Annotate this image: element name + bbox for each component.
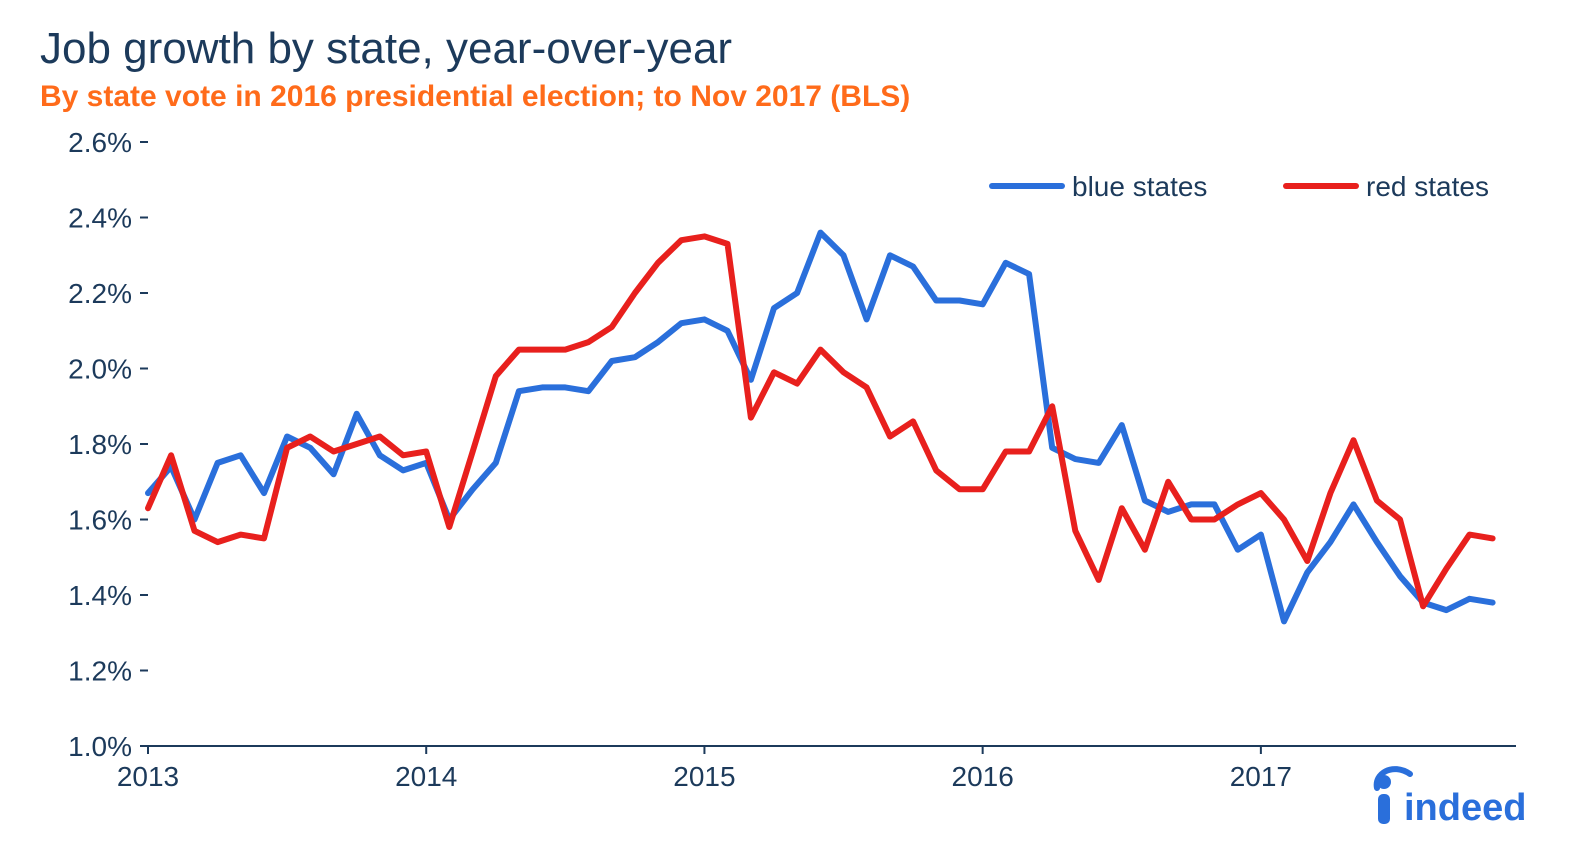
y-tick-label: 1.6% [68,505,132,536]
legend-label-blue: blue states [1072,171,1207,202]
chart-subtitle: By state vote in 2016 presidential elect… [40,80,1536,114]
legend-label-red: red states [1366,171,1489,202]
y-tick-label: 2.0% [68,354,132,385]
x-tick-label: 2015 [673,761,735,792]
y-tick-label: 1.8% [68,429,132,460]
chart-container: Job growth by state, year-over-year By s… [0,0,1576,842]
y-tick-label: 1.0% [68,731,132,762]
chart-title: Job growth by state, year-over-year [40,24,1536,74]
x-tick-label: 2013 [117,761,179,792]
y-tick-label: 1.4% [68,580,132,611]
y-tick-label: 2.2% [68,278,132,309]
logo-text: indeed [1404,787,1526,828]
x-tick-label: 2014 [395,761,457,792]
y-tick-label: 2.4% [68,203,132,234]
y-tick-label: 2.6% [68,127,132,158]
series-line-red [148,236,1493,606]
x-tick-label: 2017 [1230,761,1292,792]
chart-svg: 1.0% 1.2% 1.4% 1.6% 1.8% 2.0% 2.2% 2.4% 2.6% 2013… [40,122,1536,802]
indeed-logo: indeed [1368,764,1528,828]
x-tick-label: 2016 [952,761,1014,792]
series-line-blue [148,233,1493,622]
plot-area: 1.0% 1.2% 1.4% 1.6% 1.8% 2.0% 2.2% 2.4% 2.6% 2013… [40,122,1536,802]
y-tick-label: 1.2% [68,656,132,687]
